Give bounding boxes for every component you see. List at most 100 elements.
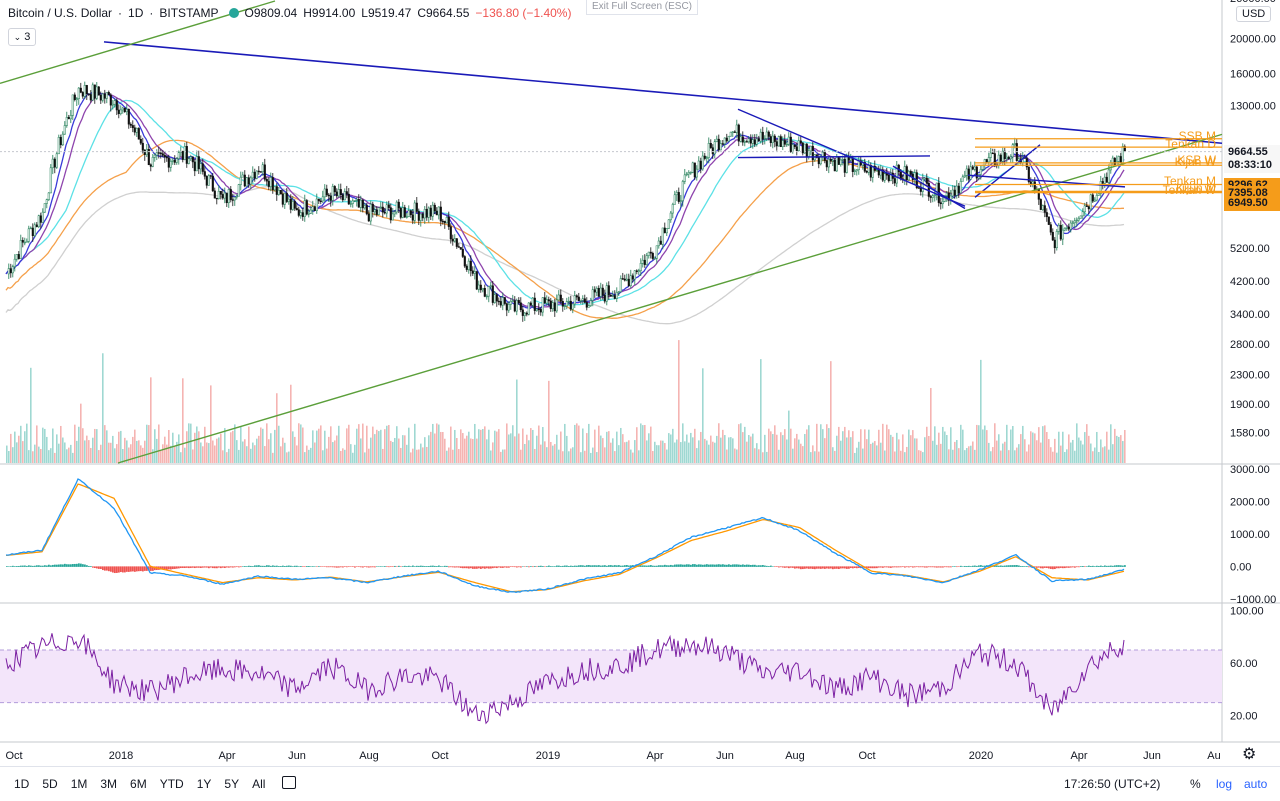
volume-bar (756, 443, 758, 463)
candle-body (233, 196, 236, 201)
histogram-bar (124, 566, 126, 573)
range-6m-button[interactable]: 6M (130, 777, 147, 791)
candle-body (121, 107, 124, 111)
currency-button[interactable]: USD (1236, 6, 1272, 22)
histogram-bar (668, 565, 670, 567)
histogram-bar (640, 565, 642, 567)
histogram-bar (946, 566, 948, 568)
candle-body (291, 201, 294, 210)
range-1m-button[interactable]: 1M (70, 777, 88, 791)
histogram-bar (1028, 566, 1030, 568)
percent-toggle[interactable]: % (1190, 777, 1201, 791)
candle-body (725, 137, 728, 142)
candle-body (991, 152, 994, 155)
histogram-bar (270, 565, 272, 567)
histogram-bar (1090, 566, 1092, 567)
exit-fullscreen-button[interactable]: Exit Full Screen (ESC) (586, 0, 698, 15)
histogram-bar (1078, 566, 1080, 568)
volume-bar (16, 442, 18, 463)
histogram-bar (148, 566, 150, 571)
range-all-button[interactable]: All (252, 777, 266, 791)
candle-body (375, 209, 378, 215)
histogram-bar (1100, 565, 1102, 567)
histogram-bar (704, 564, 706, 567)
level-label: Tenkan D (1165, 137, 1216, 152)
histogram-bar (174, 566, 176, 569)
volume-bar (1076, 423, 1078, 463)
histogram-bar (578, 565, 580, 567)
candle-body (1087, 206, 1090, 210)
candle-body (1075, 219, 1078, 222)
volume-bar (888, 429, 890, 463)
candle-body (817, 157, 820, 165)
histogram-bar (1068, 566, 1070, 568)
volume-bar (64, 442, 66, 463)
candle-body (181, 151, 184, 160)
volume-bar (646, 440, 648, 463)
histogram-bar (674, 564, 676, 567)
volume-bar (524, 443, 526, 463)
chart-canvas[interactable]: Oct 2018 Apr Jun Aug Oct 2019 Apr Jun Aug Oct 2020 A… (0, 0, 1280, 766)
volume-bar (748, 435, 750, 463)
candle-body (215, 197, 218, 200)
candle-body (629, 275, 632, 287)
level-label: Tenkan W (1162, 182, 1216, 197)
candle-body (67, 117, 70, 120)
volume-bar (1062, 431, 1064, 463)
volume-bar (228, 448, 230, 463)
candle-body (893, 178, 896, 184)
volume-bar (822, 429, 824, 463)
volume-bar (962, 429, 964, 463)
candle-body (869, 164, 872, 178)
histogram-bar (736, 564, 738, 567)
macd-tick-label: 3000.00 (1230, 464, 1270, 476)
volume-bar (152, 449, 154, 463)
candle-body (625, 278, 628, 281)
volume-bar (904, 452, 906, 463)
volume-bar (164, 436, 166, 463)
candle-body (969, 166, 972, 180)
volume-bar (364, 452, 366, 463)
candle-body (643, 259, 646, 265)
histogram-bar (532, 566, 534, 568)
histogram-bar (660, 565, 662, 567)
candle-body (171, 159, 174, 162)
volume-bar (694, 428, 696, 463)
candle-body (19, 240, 22, 259)
histogram-bar (1124, 565, 1126, 567)
log-toggle[interactable]: log (1216, 777, 1233, 791)
range-5d-button[interactable]: 5D (42, 777, 58, 791)
symbol-name[interactable]: Bitcoin / U.S. Dollar (8, 6, 113, 20)
volume-bar (860, 429, 862, 463)
range-5y-button[interactable]: 5Y (224, 777, 240, 791)
candle-body (445, 217, 448, 224)
volume-bar (114, 448, 116, 463)
histogram-bar (202, 566, 204, 568)
candle-body (1013, 143, 1016, 145)
candle-body (209, 175, 212, 177)
histogram-bar (312, 566, 314, 567)
histogram-bar (920, 566, 922, 568)
histogram-bar (1000, 565, 1002, 567)
histogram-bar (508, 566, 510, 568)
histogram-bar (468, 566, 470, 569)
range-1d-button[interactable]: 1D (14, 777, 30, 791)
volume-bar (374, 434, 376, 463)
gear-icon[interactable]: ⚙ (1242, 746, 1257, 763)
candle-body (207, 175, 210, 186)
candle-body (21, 240, 24, 243)
range-1y-button[interactable]: 1Y (196, 777, 212, 791)
candle-body (49, 167, 52, 194)
volume-bar (830, 361, 832, 463)
range-ytd-button[interactable]: YTD (159, 777, 184, 791)
volume-bar (276, 393, 278, 463)
calendar-icon[interactable] (282, 776, 296, 789)
histogram-bar (648, 565, 650, 567)
candle-body (553, 302, 556, 312)
range-3m-button[interactable]: 3M (100, 777, 118, 791)
interval-label[interactable]: 1D (128, 6, 144, 20)
volume-bar (436, 423, 438, 463)
candle-body (999, 154, 1002, 162)
indicators-toggle-button[interactable]: ⌄ 3 (8, 28, 36, 46)
auto-toggle[interactable]: auto (1244, 777, 1268, 791)
